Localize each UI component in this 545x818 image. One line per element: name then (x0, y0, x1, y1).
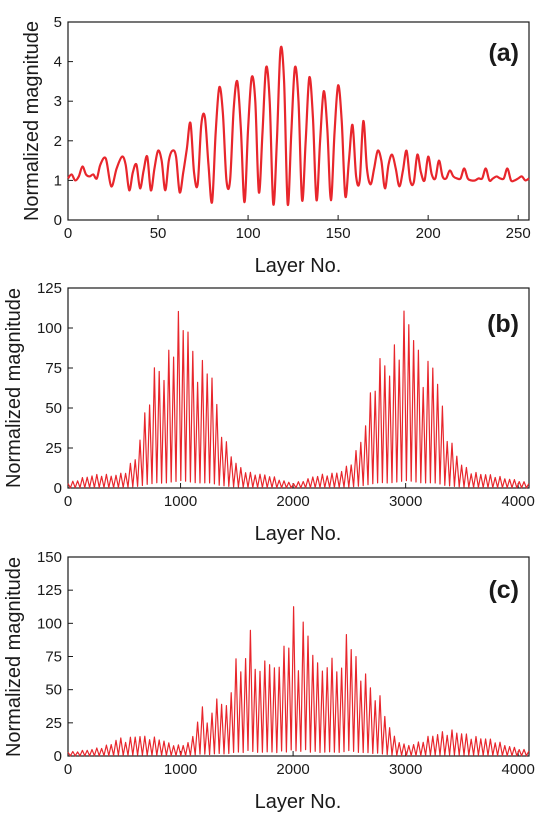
x-tick-label: 0 (64, 225, 72, 242)
x-tick-label: 3000 (389, 493, 422, 510)
x-tick-label: 1000 (164, 761, 197, 778)
y-tick-label: 125 (37, 582, 62, 599)
y-tick-label: 100 (37, 320, 62, 337)
y-tick-label: 3 (54, 93, 62, 110)
y-tick-label: 25 (45, 715, 62, 732)
panel-b: 0 1000 2000 3000 4000 0 25 50 75 100 125 (b) Layer… (3, 280, 535, 545)
panel-label: (a) (488, 39, 519, 67)
series-line (67, 310, 530, 489)
y-tick-label: 100 (37, 615, 62, 632)
y-tick-label: 0 (54, 212, 62, 229)
tick-group: 0 1000 2000 3000 4000 0 25 50 75 100 125 (37, 280, 535, 510)
plot-frame (67, 556, 530, 757)
x-tick-label: 0 (64, 493, 72, 510)
y-tick-label: 50 (45, 682, 62, 699)
tick-group: 0 1000 2000 3000 4000 0 25 50 75 100 125 150 (37, 549, 535, 778)
x-tick-label: 0 (64, 761, 72, 778)
panel-c: 0 1000 2000 3000 4000 0 25 50 75 100 125 150 (c) La… (3, 549, 535, 813)
x-tick-label: 250 (506, 225, 531, 242)
y-tick-label: 1 (54, 172, 62, 189)
x-tick-label: 100 (236, 225, 261, 242)
plot-frame (67, 21, 530, 221)
x-tick-label: 2000 (276, 761, 309, 778)
y-axis-title: Normalized magnitude (3, 557, 25, 757)
x-tick-label: 4000 (502, 493, 535, 510)
x-axis-title: Layer No. (255, 523, 342, 545)
y-tick-label: 25 (45, 440, 62, 457)
y-axis-title: Normalized magnitude (21, 21, 43, 221)
tick-group: 0 50 100 150 200 250 0 1 2 3 4 5 (54, 14, 531, 242)
x-tick-label: 1000 (164, 493, 197, 510)
y-tick-label: 50 (45, 400, 62, 417)
x-tick-label: 150 (326, 225, 351, 242)
plot-frame (67, 287, 530, 489)
x-axis-title: Layer No. (255, 791, 342, 813)
x-tick-label: 3000 (389, 761, 422, 778)
y-tick-label: 75 (45, 649, 62, 666)
y-tick-label: 0 (54, 748, 62, 765)
y-tick-label: 0 (54, 480, 62, 497)
y-axis-title: Normalized magnitude (3, 288, 25, 488)
x-tick-label: 200 (416, 225, 441, 242)
y-tick-label: 4 (54, 54, 62, 71)
x-tick-label: 50 (150, 225, 167, 242)
y-tick-label: 2 (54, 133, 62, 150)
panel-label: (c) (488, 576, 519, 604)
series-line (67, 45, 530, 206)
y-tick-label: 150 (37, 549, 62, 566)
y-tick-label: 125 (37, 280, 62, 297)
series-line (67, 606, 530, 757)
panel-a: 0 50 100 150 200 250 0 1 2 3 4 5 (a) Layer No. Norm… (21, 14, 531, 277)
x-axis-title: Layer No. (255, 255, 342, 277)
x-tick-label: 2000 (276, 493, 309, 510)
y-tick-label: 75 (45, 360, 62, 377)
panel-label: (b) (487, 310, 519, 338)
x-tick-label: 4000 (502, 761, 535, 778)
y-tick-label: 5 (54, 14, 62, 31)
